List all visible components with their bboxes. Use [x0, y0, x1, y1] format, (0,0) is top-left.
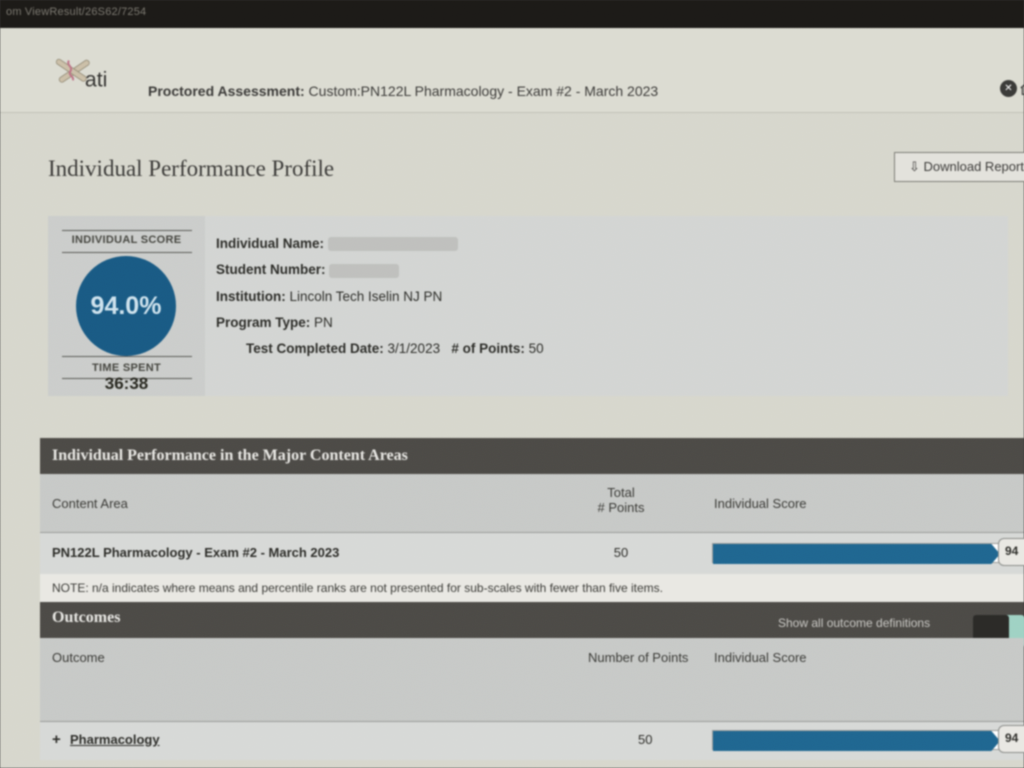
svg-text:ati: ati	[85, 67, 107, 91]
